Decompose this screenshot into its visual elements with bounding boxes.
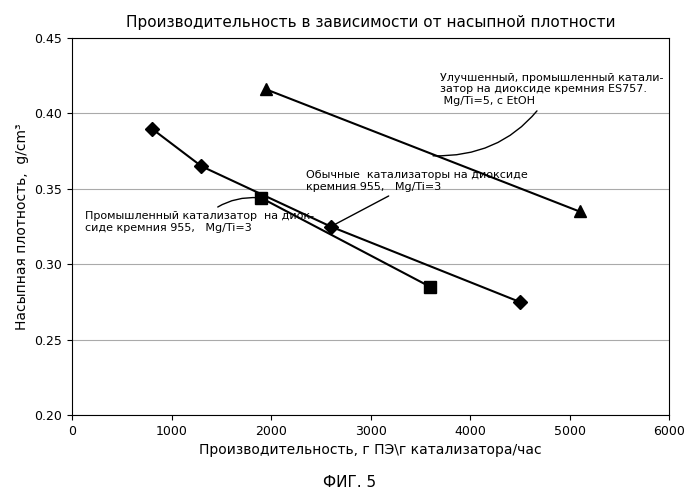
Y-axis label: Насыпная плотность,  g/cm³: Насыпная плотность, g/cm³	[15, 123, 29, 330]
Text: Промышленный катализатор  на диок-
сиде кремния 955,   Mg/Ti=3: Промышленный катализатор на диок- сиде к…	[85, 198, 314, 233]
X-axis label: Производительность, г ПЭ\г катализатора/час: Производительность, г ПЭ\г катализатора/…	[199, 443, 542, 458]
Text: Улучшенный, промышленный катали-
затор на диоксиде кремния ES757.
 Mg/Ti=5, с Et: Улучшенный, промышленный катали- затор н…	[433, 73, 664, 156]
Text: ФИГ. 5: ФИГ. 5	[323, 475, 377, 490]
Title: Производительность в зависимости от насыпной плотности: Производительность в зависимости от насы…	[126, 15, 615, 30]
Text: Обычные  катализаторы на диоксиде
кремния 955,   Mg/Ti=3: Обычные катализаторы на диоксиде кремния…	[306, 170, 528, 225]
